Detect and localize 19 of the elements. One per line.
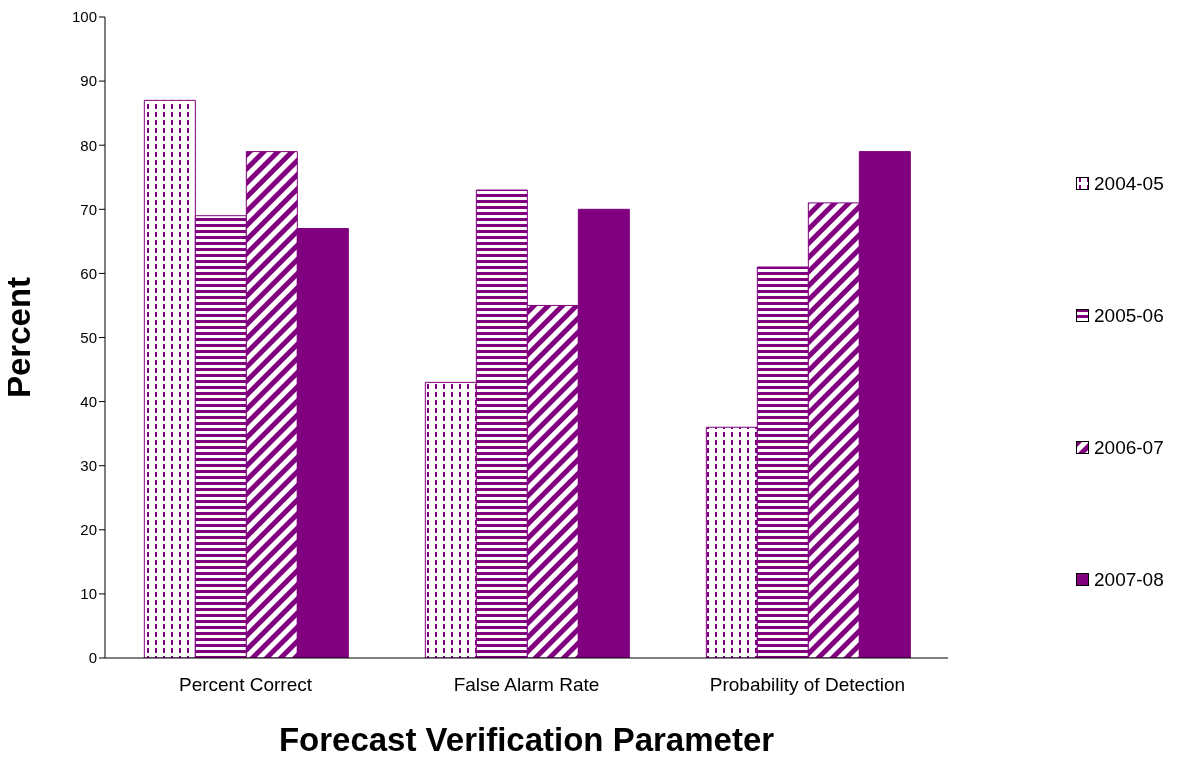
x-tick-label: Probability of Detection — [709, 674, 906, 696]
y-tick-label: 10 — [80, 585, 97, 603]
legend-label: 2005-06 — [1094, 304, 1164, 327]
x-axis-title: Forecast Verification Parameter — [278, 721, 775, 758]
y-tick-label: 30 — [80, 457, 97, 475]
legend-label: 2004-05 — [1094, 172, 1164, 195]
y-tick-label: 40 — [80, 392, 97, 410]
y-tick-label: 100 — [71, 8, 97, 26]
y-tick-label: 60 — [80, 264, 97, 282]
x-tick-label: False Alarm Rate — [453, 674, 600, 696]
y-tick-label: 20 — [80, 521, 97, 539]
legend-label: 2006-07 — [1094, 436, 1164, 459]
y-tick-label: 50 — [80, 328, 97, 346]
y-tick-label: 70 — [80, 200, 97, 218]
legend-label: 2007-08 — [1094, 568, 1164, 591]
y-tick-label: 90 — [80, 72, 97, 90]
y-tick-label: 0 — [88, 649, 97, 667]
y-tick-label: 80 — [80, 136, 97, 154]
x-tick-label: Percent Correct — [178, 674, 313, 696]
